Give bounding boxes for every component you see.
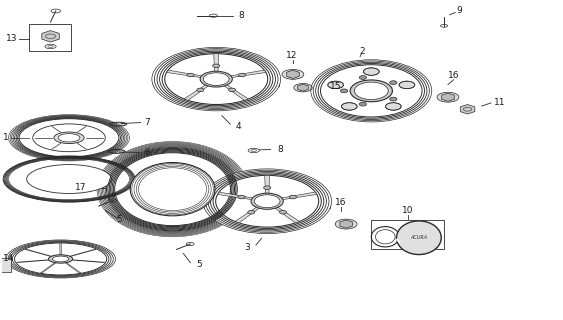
Ellipse shape [8,257,113,268]
Ellipse shape [229,88,236,92]
Ellipse shape [390,97,397,101]
Polygon shape [214,54,218,72]
Text: 17: 17 [75,183,86,192]
Polygon shape [42,31,59,42]
Ellipse shape [254,195,280,208]
Ellipse shape [341,89,348,93]
Polygon shape [235,206,260,223]
Polygon shape [217,192,254,200]
Ellipse shape [197,88,204,92]
Ellipse shape [203,73,229,85]
Polygon shape [442,93,454,101]
Ellipse shape [263,186,271,189]
Text: 9: 9 [457,6,463,15]
Ellipse shape [328,81,343,89]
Ellipse shape [359,102,367,106]
Ellipse shape [335,219,357,229]
Ellipse shape [399,81,415,89]
Text: 1: 1 [3,133,9,142]
Ellipse shape [187,73,194,77]
Text: 10: 10 [402,206,413,215]
Polygon shape [184,84,209,100]
Text: 15: 15 [330,82,341,91]
Text: 4: 4 [236,122,242,131]
Ellipse shape [48,255,73,263]
Ellipse shape [238,73,245,77]
Ellipse shape [203,169,332,234]
Polygon shape [167,70,203,78]
Ellipse shape [279,211,287,214]
Ellipse shape [248,211,255,214]
Ellipse shape [354,82,388,100]
Ellipse shape [205,201,329,215]
Text: 14: 14 [3,254,14,263]
Text: 16: 16 [335,198,346,207]
Text: 16: 16 [448,71,459,80]
Text: 2: 2 [360,46,365,56]
Text: 6: 6 [145,148,150,157]
Text: 11: 11 [494,99,505,108]
Ellipse shape [52,256,69,262]
Ellipse shape [54,132,84,144]
Ellipse shape [238,195,245,199]
Ellipse shape [341,103,357,110]
Polygon shape [25,249,52,257]
Polygon shape [298,84,309,91]
Ellipse shape [152,47,280,111]
Ellipse shape [311,60,432,122]
Text: 12: 12 [285,51,297,60]
Ellipse shape [364,68,379,75]
Ellipse shape [6,240,115,278]
Ellipse shape [200,71,233,87]
Polygon shape [461,105,475,114]
Ellipse shape [386,103,401,110]
Text: 8: 8 [239,11,244,20]
Text: ACURA: ACURA [410,235,427,240]
Ellipse shape [313,91,430,106]
Ellipse shape [396,221,441,254]
Ellipse shape [251,193,283,209]
Ellipse shape [26,164,111,194]
Polygon shape [265,175,270,194]
Polygon shape [41,262,56,273]
Polygon shape [274,206,300,223]
Polygon shape [71,260,105,263]
Ellipse shape [130,163,215,216]
Polygon shape [0,258,11,272]
Ellipse shape [33,124,105,152]
Ellipse shape [58,134,80,142]
Ellipse shape [359,76,367,79]
Text: 13: 13 [6,34,17,43]
Polygon shape [69,249,96,257]
Ellipse shape [294,84,312,92]
Polygon shape [16,260,50,263]
Polygon shape [287,70,299,78]
Text: 5: 5 [117,215,122,224]
Ellipse shape [350,80,392,102]
Ellipse shape [110,122,127,126]
Text: 8: 8 [278,145,284,154]
Polygon shape [280,192,317,200]
Polygon shape [229,70,266,78]
Ellipse shape [289,195,297,199]
Polygon shape [340,220,352,228]
Text: 3: 3 [245,243,251,252]
Ellipse shape [437,92,459,102]
Polygon shape [60,244,61,255]
Text: 7: 7 [145,118,150,127]
Ellipse shape [282,69,304,79]
Ellipse shape [390,81,397,84]
Ellipse shape [154,79,279,93]
Text: 5: 5 [196,260,202,269]
Polygon shape [223,84,248,100]
Polygon shape [65,262,81,273]
Ellipse shape [108,149,125,153]
Ellipse shape [213,64,220,68]
